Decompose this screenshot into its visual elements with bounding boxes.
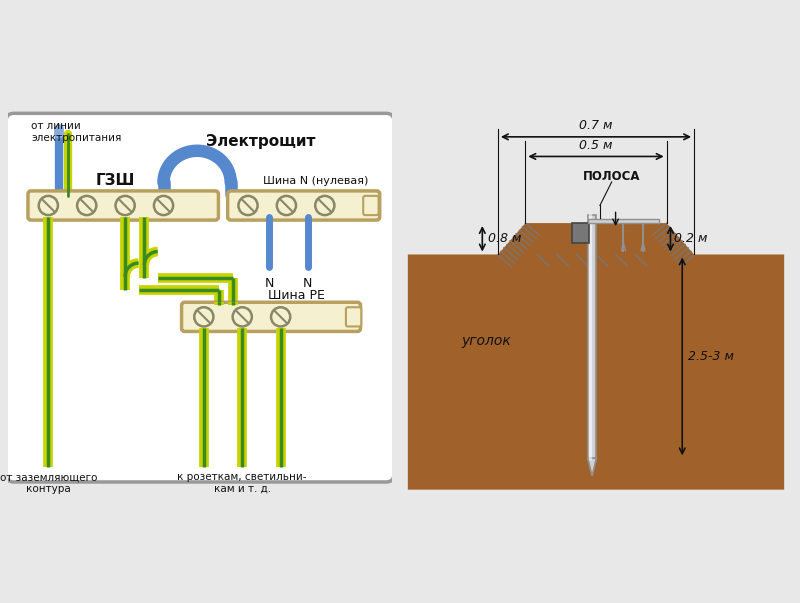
Circle shape — [115, 196, 134, 215]
Text: ГЗШ: ГЗШ — [96, 173, 135, 188]
Polygon shape — [526, 242, 666, 254]
Circle shape — [271, 308, 290, 326]
Polygon shape — [588, 458, 596, 476]
Text: 0.5 м: 0.5 м — [579, 139, 613, 152]
FancyBboxPatch shape — [6, 113, 394, 482]
FancyBboxPatch shape — [588, 219, 658, 224]
Text: от линии
электропитания: от линии электропитания — [31, 121, 122, 143]
Circle shape — [277, 196, 296, 215]
Polygon shape — [408, 223, 784, 490]
Circle shape — [38, 196, 58, 215]
FancyBboxPatch shape — [572, 223, 589, 242]
Circle shape — [238, 196, 258, 215]
Text: 0.7 м: 0.7 м — [579, 119, 613, 132]
Circle shape — [77, 196, 96, 215]
FancyBboxPatch shape — [363, 196, 378, 215]
Text: Электрощит: Электрощит — [206, 134, 315, 150]
FancyBboxPatch shape — [346, 308, 362, 326]
Circle shape — [233, 308, 252, 326]
Text: уголок: уголок — [462, 333, 511, 348]
FancyBboxPatch shape — [228, 191, 380, 220]
Text: ПОЛОСА: ПОЛОСА — [583, 169, 641, 183]
FancyBboxPatch shape — [588, 215, 596, 458]
Text: 0.2 м: 0.2 м — [674, 232, 708, 245]
Text: 2.5-3 м: 2.5-3 м — [688, 350, 734, 363]
FancyBboxPatch shape — [28, 191, 218, 220]
Text: Шина N (нулевая): Шина N (нулевая) — [262, 175, 368, 186]
Text: к розеткам, светильни-
кам и т. д.: к розеткам, светильни- кам и т. д. — [178, 472, 307, 494]
Text: N: N — [303, 277, 312, 289]
FancyBboxPatch shape — [182, 302, 361, 332]
Text: N: N — [265, 277, 274, 289]
Text: Шина PE: Шина PE — [267, 289, 325, 302]
Circle shape — [315, 196, 334, 215]
Text: 0.8 м: 0.8 м — [488, 232, 522, 245]
Text: от заземляющего
контура: от заземляющего контура — [0, 472, 97, 494]
Circle shape — [154, 196, 173, 215]
Circle shape — [194, 308, 214, 326]
